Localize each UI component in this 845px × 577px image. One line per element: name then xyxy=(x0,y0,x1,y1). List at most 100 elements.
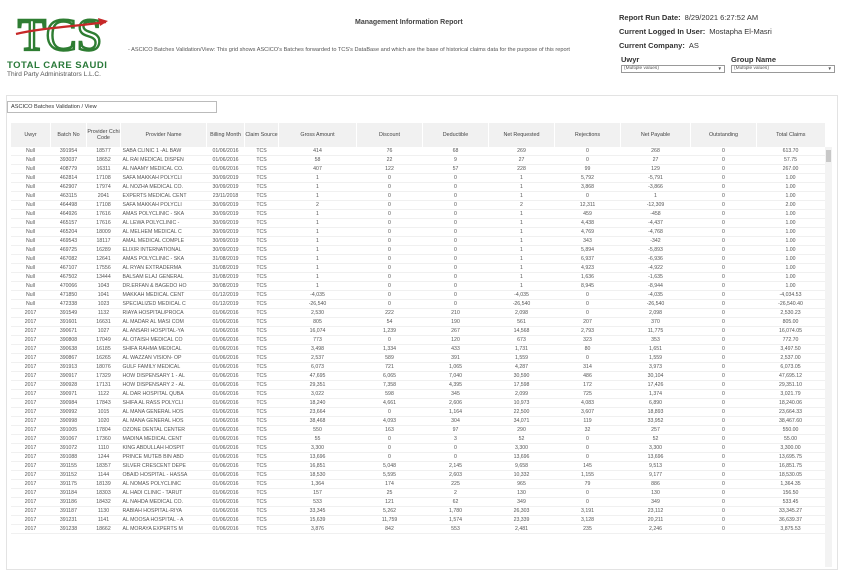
column-header[interactable]: Uwyr xyxy=(10,123,51,147)
group-name-filter-label: Group Name xyxy=(731,55,777,64)
table-cell: 5,792 xyxy=(554,173,621,183)
tcs-logo-mark: TCS xyxy=(15,8,108,58)
table-row[interactable]: Null 472338 1023 SPECIALIZED MEDICAL C 01/12… xyxy=(10,299,825,309)
table-row[interactable]: 2017 390984 17843 SHIFA AL RASS POLYCLI 01/0… xyxy=(10,398,825,408)
table-cell: 01/06/2016 xyxy=(206,470,245,480)
table-cell: 0 xyxy=(422,182,489,192)
table-row[interactable]: Null 470066 1043 DR.ERFAN & BAGEDO HO 30/08/… xyxy=(10,281,825,291)
table-row[interactable]: 2017 390917 17329 HOW DISPENSARY 1 - AL 01/0… xyxy=(10,371,825,381)
table-cell: 0 xyxy=(690,308,757,318)
table-cell: 0 xyxy=(356,281,423,291)
table-cell: 01/12/2019 xyxy=(206,290,245,300)
column-header[interactable]: Provider Name xyxy=(120,123,207,147)
table-cell: 267.00 xyxy=(756,164,825,174)
table-cell: 3,022 xyxy=(278,389,357,399)
table-row[interactable]: 2017 391238 18662 AL MORAYA EXPERTS M 01/06/… xyxy=(10,524,825,534)
column-header[interactable]: Rejections xyxy=(554,123,621,147)
table-cell: 1 xyxy=(488,254,555,264)
table-cell: 1.00 xyxy=(756,227,825,237)
table-row[interactable]: 2017 391549 1132 RIAYA HOSPITAL/PROCA 01/06/… xyxy=(10,308,825,318)
table-row[interactable]: 2017 390671 1027 AL ANSARI HOSPITAL-YA 01/06… xyxy=(10,326,825,336)
table-cell: 2017 xyxy=(10,470,51,480)
table-cell: 0 xyxy=(690,479,757,489)
table-row[interactable]: Null 408779 16311 AL NAAMY MEDICAL CO. 01/06… xyxy=(10,164,825,174)
column-header[interactable]: Deductible xyxy=(422,123,489,147)
table-row[interactable]: Null 469543 18117 AMAL MEDICAL COMPLE 30/09/… xyxy=(10,236,825,246)
table-row[interactable]: 2017 390971 1122 AL DAR HOSPITAL QUBA 01/06/… xyxy=(10,389,825,399)
table-row[interactable]: Null 462907 17974 AL NOZHA MEDICAL CO. 30/09… xyxy=(10,182,825,192)
column-header[interactable]: Total Claims xyxy=(756,123,825,147)
grid-scrollbar[interactable] xyxy=(825,147,832,567)
table-row[interactable]: Null 462814 17108 SAFA MAKKAH POLYCLI 30/09/… xyxy=(10,173,825,183)
table-cell: 1023 xyxy=(86,299,121,309)
table-row[interactable]: 2017 391913 18076 GULF FAMILY MEDICAL 01/06/… xyxy=(10,362,825,372)
table-cell: TCS xyxy=(244,416,279,426)
column-header[interactable]: Discount xyxy=(356,123,423,147)
column-header[interactable]: Provider Cchi Code xyxy=(86,123,121,147)
column-header[interactable]: Net Payable xyxy=(620,123,691,147)
table-row[interactable]: Null 391954 18577 SABA CLINIC 1 -AL BAW 01/0… xyxy=(10,147,825,156)
report-description: - ASCICO Batches Validation/View: This g… xyxy=(128,47,570,53)
table-cell: -458 xyxy=(620,209,691,219)
table-row[interactable]: Null 465204 18009 AL MELHEM MEDICAL C 30/09/… xyxy=(10,227,825,237)
table-cell: 17329 xyxy=(86,371,121,381)
table-cell: 99 xyxy=(554,164,621,174)
table-cell: AL HADI CLINIC - TARUT xyxy=(120,488,207,498)
table-row[interactable]: 2017 391072 1110 KING ABDULLAH HOSPIT 01/06/… xyxy=(10,443,825,453)
table-row[interactable]: Null 465157 17616 AL LEWA POLYCLINIC -30/09… xyxy=(10,218,825,228)
table-row[interactable]: 2017 391152 1144 OBAID HOSPITAL - HASSA 01/0… xyxy=(10,470,825,480)
run-date-info: Report Run Date: 8/29/2021 6:27:52 AM xyxy=(619,13,758,22)
table-cell: AL NOZHA MEDICAL CO. xyxy=(120,182,207,192)
table-row[interactable]: 2017 391231 1141 AL MOOSA HOSPITAL - A 01/06… xyxy=(10,515,825,525)
table-cell: GULF FAMILY MEDICAL xyxy=(120,362,207,372)
table-row[interactable]: 2017 391601 16631 AL MADAR AL MASI COM 01/06… xyxy=(10,317,825,327)
table-row[interactable]: 2017 391088 1244 PRINCE MUTEB BIN ABD 01/06/… xyxy=(10,452,825,462)
table-cell: 1027 xyxy=(86,326,121,336)
table-row[interactable]: 2017 391005 17804 OZONE DENTAL CENTER 01/06/… xyxy=(10,425,825,435)
column-header[interactable]: Claim Source xyxy=(244,123,279,147)
table-cell: 16,851 xyxy=(278,461,357,471)
table-cell: 210 xyxy=(422,308,489,318)
uwyr-filter-select[interactable]: (Multiple values) ▼ xyxy=(621,65,725,73)
column-header[interactable]: Billing Month xyxy=(206,123,245,147)
table-cell: 3,497.50 xyxy=(756,344,825,354)
table-row[interactable]: 2017 391184 18303 AL HADI CLINIC - TARUT 01/… xyxy=(10,488,825,498)
group-name-filter-select[interactable]: (Multiple values) ▼ xyxy=(731,65,835,73)
table-row[interactable]: Null 467107 17556 AL RYAN EXTRADERMA 31/08/2… xyxy=(10,263,825,273)
table-cell: Null xyxy=(10,155,51,165)
column-header[interactable]: Outstanding xyxy=(690,123,757,147)
table-row[interactable]: 2017 390638 16185 SHIFA RAHMA MEDICAL 01/06/… xyxy=(10,344,825,354)
table-row[interactable]: Null 467082 12641 AMAS POLYCLINIC - SKA 31/0… xyxy=(10,254,825,264)
table-cell: OBAID HOSPITAL - HASSA xyxy=(120,470,207,480)
table-row[interactable]: Null 464926 17616 AMAS POLYCLINIC - SKA 30/0… xyxy=(10,209,825,219)
table-row[interactable]: 2017 391067 17360 MADINA MEDICAL CENT 01/06/… xyxy=(10,434,825,444)
grid-scrollbar-thumb[interactable] xyxy=(826,150,831,162)
table-row[interactable]: Null 467502 13444 BALSAM ELAJ GENERAL 31/08/… xyxy=(10,272,825,282)
table-cell: 0 xyxy=(690,227,757,237)
table-cell: 0 xyxy=(690,371,757,381)
grid-panel xyxy=(6,95,838,570)
table-cell: 01/06/2016 xyxy=(206,443,245,453)
table-row[interactable]: Null 463115 2041 EXPERTS MEDICAL CENT 23/11/… xyxy=(10,191,825,201)
table-row[interactable]: 2017 391175 18139 AL NOMAS POLYCLINIC 01/06/… xyxy=(10,479,825,489)
table-cell: TCS xyxy=(244,308,279,318)
table-row[interactable]: Null 471850 1041 MAKKAH MEDICAL CENT 01/12/2… xyxy=(10,290,825,300)
table-row[interactable]: Null 464498 17108 SAFA MAKKAH POLYCLI 30/09/… xyxy=(10,200,825,210)
table-cell: 01/06/2016 xyxy=(206,506,245,516)
table-cell: 462907 xyxy=(50,182,87,192)
table-cell: 0 xyxy=(690,506,757,516)
table-row[interactable]: 2017 391186 18432 AL NAHDA MEDICAL CO. 01/06… xyxy=(10,497,825,507)
column-header[interactable]: Batch No xyxy=(50,123,87,147)
table-row[interactable]: 2017 390928 17131 HOW DISPENSARY 2 - AL 01/0… xyxy=(10,380,825,390)
column-header[interactable]: Net Requested xyxy=(488,123,555,147)
table-row[interactable]: Null 469725 16289 ELIXIR INTERNATIONAL 30/09… xyxy=(10,245,825,255)
column-header[interactable]: Gross Amount xyxy=(278,123,357,147)
table-row[interactable]: 2017 391187 1130 RABIAH HOSPITAL-RIYA 01/06/… xyxy=(10,506,825,516)
table-row[interactable]: 2017 390808 17049 AL OTAISH MEDICAL CO 01/06… xyxy=(10,335,825,345)
table-cell: 30/09/2019 xyxy=(206,227,245,237)
table-row[interactable]: 2017 390992 1015 AL MANA GENERAL HOS 01/06/2… xyxy=(10,407,825,417)
table-row[interactable]: 2017 391155 18357 SILVER CRESCENT DEPE 01/06… xyxy=(10,461,825,471)
table-row[interactable]: 2017 390867 16265 AL WAZZAN VISION- OP 01/06… xyxy=(10,353,825,363)
table-row[interactable]: Null 393037 18652 AL RAI MEDICAL DISPEN 01/0… xyxy=(10,155,825,165)
table-row[interactable]: 2017 390998 1020 AL MANA GENERAL HOS 01/06/2… xyxy=(10,416,825,426)
